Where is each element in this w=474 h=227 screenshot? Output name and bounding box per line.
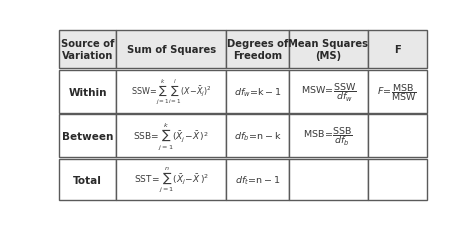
Text: $\mathsf{SSW}\!=\!\sum_{j=1}^{k}\sum_{i=1}^{l}(X\!-\!\bar{X}_j)^2$: $\mathsf{SSW}\!=\!\sum_{j=1}^{k}\sum_{i=… (131, 78, 211, 107)
Bar (116, 159, 227, 200)
Bar (59, 159, 116, 200)
Bar (289, 31, 368, 69)
Text: Between: Between (62, 131, 113, 141)
Text: Total: Total (73, 175, 102, 185)
Bar (59, 115, 116, 158)
Bar (227, 31, 289, 69)
Bar (368, 71, 427, 114)
Bar (59, 71, 116, 114)
Text: F: F (394, 45, 401, 55)
Bar (116, 115, 227, 158)
Bar (227, 71, 289, 114)
Text: $\mathsf{SST}\!=\!\sum_{j=1}^{n}(\bar{X}_j\!-\!\bar{X}\,)^2$: $\mathsf{SST}\!=\!\sum_{j=1}^{n}(\bar{X}… (134, 165, 209, 194)
Bar (289, 115, 368, 158)
Bar (227, 115, 289, 158)
Text: $\mathsf{MSW}\!=\!\dfrac{\mathsf{SSW}}{df_w}$: $\mathsf{MSW}\!=\!\dfrac{\mathsf{SSW}}{d… (301, 81, 356, 104)
Text: Mean Squares
(MS): Mean Squares (MS) (288, 39, 368, 61)
Bar (116, 71, 227, 114)
Bar (289, 159, 368, 200)
Text: Sum of Squares: Sum of Squares (127, 45, 216, 55)
Text: Within: Within (68, 87, 107, 97)
Bar (59, 31, 116, 69)
Text: $\mathsf{SSB}\!=\!\sum_{j=1}^{k}(\bar{X}_j\!-\!\bar{X}\,)^2$: $\mathsf{SSB}\!=\!\sum_{j=1}^{k}(\bar{X}… (133, 121, 209, 151)
Text: Source of
Variation: Source of Variation (61, 39, 114, 61)
Text: Degrees of
Freedom: Degrees of Freedom (227, 39, 288, 61)
Bar (368, 31, 427, 69)
Bar (116, 31, 227, 69)
Bar (368, 159, 427, 200)
Text: $df_w \!=\! \mathsf{k}-1$: $df_w \!=\! \mathsf{k}-1$ (234, 86, 282, 99)
Text: $df_t \!=\! \mathsf{n}-1$: $df_t \!=\! \mathsf{n}-1$ (235, 173, 281, 186)
Bar (289, 71, 368, 114)
Text: $\mathsf{MSB}\!=\!\dfrac{\mathsf{SSB}}{df_b}$: $\mathsf{MSB}\!=\!\dfrac{\mathsf{SSB}}{d… (303, 125, 353, 147)
Text: $df_b \!=\! \mathsf{n}-\mathsf{k}$: $df_b \!=\! \mathsf{n}-\mathsf{k}$ (234, 130, 282, 142)
Bar (227, 159, 289, 200)
Text: $F\!=\!\dfrac{\mathsf{MSB}}{\mathsf{MSW}}$: $F\!=\!\dfrac{\mathsf{MSB}}{\mathsf{MSW}… (377, 82, 417, 103)
Bar (368, 115, 427, 158)
